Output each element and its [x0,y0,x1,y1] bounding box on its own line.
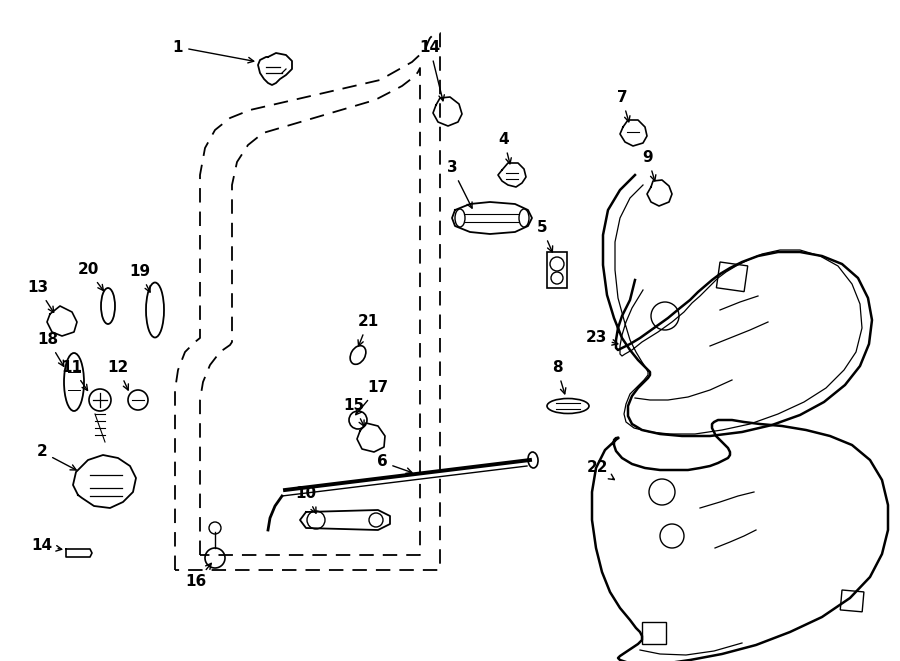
Text: 7: 7 [616,91,630,122]
Text: 2: 2 [37,444,76,470]
Text: 10: 10 [295,486,317,513]
Bar [547,252,567,288]
Text: 4: 4 [499,132,511,164]
Text: 14: 14 [32,539,62,553]
Text: 21: 21 [357,315,379,346]
Text: 15: 15 [344,399,364,426]
Text: 1: 1 [173,40,254,63]
Bar [841,590,864,612]
Text: 8: 8 [552,360,566,394]
Text: 18: 18 [38,332,64,366]
Text: 12: 12 [107,360,129,390]
Text: 5: 5 [536,221,553,252]
Text: 11: 11 [61,360,87,391]
Text: 22: 22 [586,461,615,480]
Text: 16: 16 [185,563,211,590]
Bar [642,622,666,644]
Text: 9: 9 [643,151,656,181]
Bar [716,262,748,292]
Text: 3: 3 [446,161,472,208]
Text: 14: 14 [419,40,445,100]
Text: 17: 17 [356,381,389,414]
Text: 23: 23 [585,330,617,346]
Text: 20: 20 [77,262,104,291]
Text: 13: 13 [27,280,54,313]
Text: 6: 6 [376,455,412,473]
Text: 19: 19 [130,264,150,292]
